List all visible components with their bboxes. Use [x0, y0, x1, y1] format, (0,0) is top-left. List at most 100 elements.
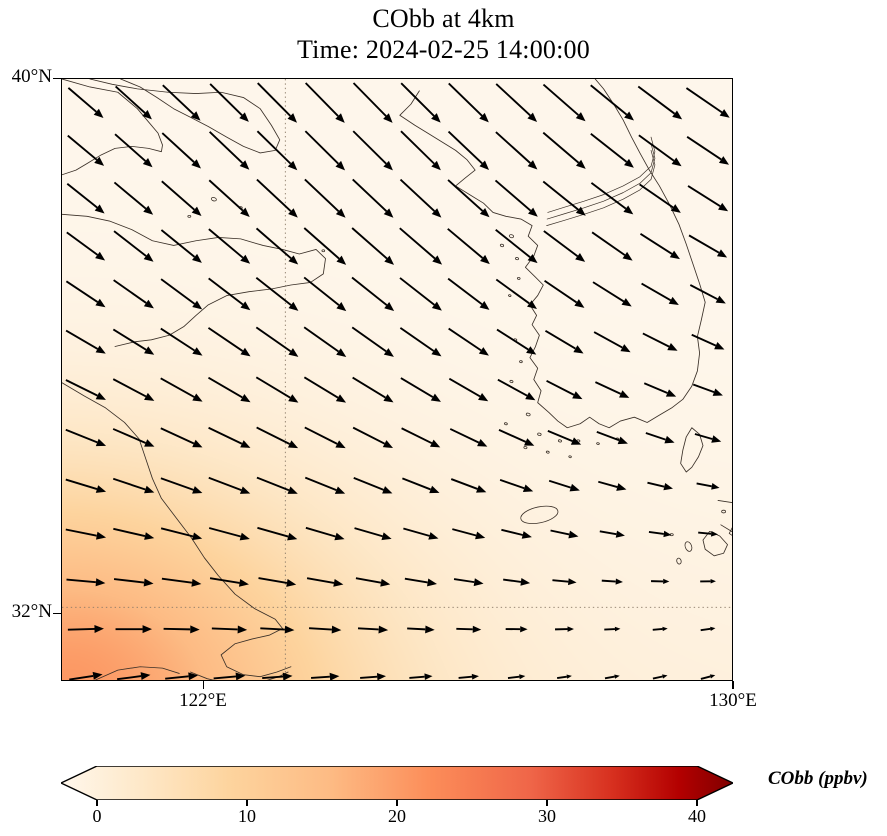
- coastline-path: [546, 143, 656, 220]
- island-outline: [537, 432, 542, 436]
- wind-arrow: [448, 377, 489, 402]
- wind-arrow: [257, 526, 298, 541]
- wind-arrow: [499, 478, 534, 493]
- wind-arrow: [595, 381, 630, 398]
- wind-arrow: [700, 579, 716, 584]
- wind-arrow: [449, 428, 488, 447]
- wind-arrow: [304, 178, 346, 218]
- wind-arrow: [686, 136, 730, 165]
- wind-arrow: [542, 180, 586, 216]
- wind-arrow: [163, 625, 200, 634]
- wind-arrow: [547, 430, 582, 445]
- wind-arrow: [352, 426, 394, 448]
- xtick-mark-130e: [732, 681, 734, 689]
- wind-arrow: [590, 132, 634, 168]
- wind-arrow: [256, 426, 299, 449]
- coastline-path: [702, 530, 728, 557]
- wind-arrow: [160, 327, 203, 356]
- wind-arrow: [453, 578, 484, 587]
- wind-arrow: [211, 625, 248, 634]
- wind-arrow: [209, 577, 249, 587]
- wind-arrow: [552, 578, 577, 586]
- wind-arrow: [67, 134, 105, 166]
- wind-arrow: [456, 625, 482, 633]
- wind-arrow: [353, 476, 393, 494]
- map-axes: [61, 78, 733, 681]
- wind-arrow: [402, 477, 440, 494]
- wind-arrow: [304, 476, 346, 494]
- wind-arrow: [65, 329, 106, 354]
- wind-arrow: [209, 83, 249, 122]
- island-outline: [684, 541, 693, 552]
- coastline-path: [399, 79, 706, 429]
- island-outline: [516, 277, 521, 280]
- coastline-layer: [62, 79, 732, 680]
- wind-arrow: [404, 577, 437, 587]
- colorbar-tick-label: 10: [238, 806, 256, 826]
- wind-arrow: [352, 130, 393, 171]
- wind-arrow: [360, 673, 387, 680]
- wind-quiver-layer: [65, 82, 730, 680]
- wind-arrow: [689, 284, 726, 304]
- wind-arrow: [112, 477, 155, 494]
- wind-arrow: [352, 376, 394, 403]
- colorbar-gradient: [61, 766, 733, 800]
- xtick-label-122e: 122°E: [179, 690, 227, 711]
- wind-arrow: [260, 625, 295, 634]
- wind-arrow: [255, 326, 299, 357]
- wind-arrow: [496, 328, 537, 355]
- wind-arrow: [160, 229, 202, 263]
- wind-arrow: [114, 133, 153, 168]
- coastline-path: [62, 213, 326, 347]
- wind-arrow: [399, 277, 442, 311]
- wind-arrow: [696, 482, 720, 490]
- wind-arrow: [355, 577, 391, 587]
- wind-arrow: [160, 278, 203, 310]
- wind-arrow: [651, 578, 670, 585]
- coastline-path: [546, 150, 656, 226]
- wind-arrow: [115, 85, 152, 120]
- wind-arrow: [400, 377, 441, 402]
- wind-arrow: [258, 577, 297, 587]
- wind-arrow: [209, 131, 250, 170]
- colorbar-tick-mark: [396, 800, 398, 806]
- wind-arrow: [507, 674, 526, 680]
- wind-arrow: [67, 87, 104, 118]
- chart-subtitle: Time: 2024-02-25 14:00:00: [297, 34, 590, 64]
- island-outline: [721, 509, 727, 514]
- wind-arrow: [505, 626, 528, 633]
- wind-arrow: [112, 378, 155, 401]
- wind-arrow: [596, 431, 628, 445]
- wind-arrow: [604, 626, 621, 632]
- wind-arrow: [256, 178, 298, 218]
- wind-arrow: [352, 178, 394, 218]
- island-outline: [187, 214, 192, 218]
- wind-arrow: [556, 674, 572, 680]
- island-outline: [508, 234, 515, 239]
- wind-arrow: [352, 82, 393, 123]
- colorbar-tick-label: 40: [688, 806, 706, 826]
- wind-arrow: [544, 329, 584, 354]
- wind-arrow: [452, 528, 486, 540]
- wind-arrow: [447, 130, 490, 170]
- wind-arrow: [542, 131, 586, 169]
- wind-arrow: [399, 327, 442, 357]
- wind-arrow: [305, 526, 345, 541]
- wind-arrow: [208, 228, 251, 264]
- wind-arrow: [638, 134, 682, 167]
- wind-arrow: [65, 528, 107, 540]
- colorbar-tick-label: 20: [388, 806, 406, 826]
- wind-arrow: [692, 383, 723, 396]
- wind-arrow: [685, 87, 730, 118]
- wind-arrow: [162, 84, 201, 121]
- wind-arrow: [112, 328, 155, 355]
- wind-arrow: [548, 479, 580, 492]
- colorbar-label: CObb (ppbv): [768, 768, 868, 789]
- wind-arrow: [694, 433, 722, 443]
- wind-arrow: [207, 327, 251, 357]
- wind-arrow: [256, 476, 298, 494]
- island-outline: [508, 294, 512, 297]
- wind-arrow: [160, 477, 203, 494]
- wind-arrow: [498, 428, 535, 446]
- wind-arrow: [648, 530, 672, 538]
